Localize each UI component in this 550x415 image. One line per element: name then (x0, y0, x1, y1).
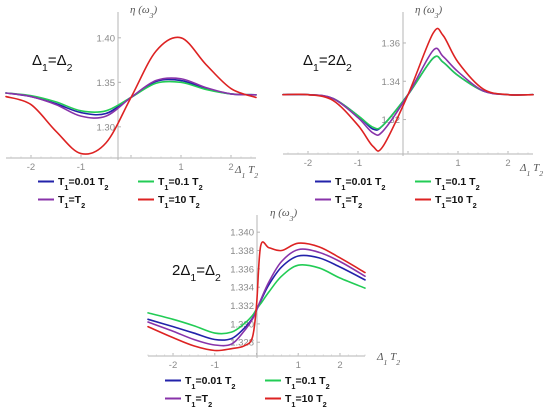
x-tick-label: -2 (169, 360, 177, 371)
x-tick-label: 2 (228, 162, 233, 173)
chart-panel-3: -2 -1 1 21.3281.3301.3321.3341.3361.3381.34… (147, 207, 400, 409)
legend-label-4: T1=10 T2 (158, 194, 200, 210)
y-tick-label: 1.328 (230, 338, 254, 349)
x-tick-label: -1 (77, 162, 85, 173)
legend-label-3: T1=T2 (335, 194, 362, 210)
x-axis-label: Δ1 T2 (234, 164, 258, 180)
y-tick-label: 1.338 (230, 246, 254, 257)
y-tick-label: 1.34 (382, 77, 401, 88)
legend-label-4: T1=10 T2 (435, 194, 477, 210)
legend: T1=0.01 T2 T1=0.1 T2 T1=T2 T1=10 T2 (315, 176, 480, 210)
legend-label-1: T1=0.01 T2 (185, 375, 236, 391)
y-tick-label: 1.35 (97, 78, 116, 89)
panel-label: 2Δ1=Δ2 (172, 262, 221, 284)
x-tick-label: -1 (354, 158, 362, 169)
y-tick-label: 1.36 (382, 38, 401, 49)
panel-label: Δ1=2Δ2 (303, 52, 352, 74)
legend-label-2: T1=0.1 T2 (285, 375, 330, 391)
legend-label-2: T1=0.1 T2 (435, 176, 480, 192)
x-tick-label: -2 (27, 162, 35, 173)
legend-label-3: T1=T2 (185, 393, 212, 409)
x-tick-label: 1 (178, 162, 183, 173)
legend: T1=0.01 T2 T1=0.1 T2 T1=T2 T1=10 T2 (165, 375, 330, 409)
series-line-4 (147, 241, 366, 352)
legend-label-3: T1=T2 (58, 194, 85, 210)
legend-label-2: T1=0.1 T2 (158, 176, 203, 192)
legend: T1=0.01 T2 T1=0.1 T2 T1=T2 T1=10 T2 (38, 176, 203, 210)
x-tick-label: 1 (455, 158, 460, 169)
panel-label: Δ1=Δ2 (32, 52, 73, 74)
x-tick-label: 2 (337, 360, 342, 371)
chart-panel-1: -2 -1 1 2 1.30 1.35 1.40 Δ1=Δ2 η (ω3) Δ1 T2 T1=0.0… (5, 4, 258, 210)
y-axis-label: η (ω3) (415, 4, 442, 20)
y-tick-label: 1.340 (230, 228, 254, 239)
y-axis-label: η (ω3) (130, 4, 157, 20)
y-tick-label: 1.336 (230, 264, 254, 275)
legend-label-1: T1=0.01 T2 (58, 176, 109, 192)
y-tick-label: 1.334 (230, 283, 254, 294)
y-axis-label: η (ω3) (270, 207, 297, 223)
y-tick-label: 1.30 (97, 122, 116, 133)
x-tick-label: -1 (211, 360, 219, 371)
y-tick-label: 1.40 (97, 33, 116, 44)
legend-label-1: T1=0.01 T2 (335, 176, 386, 192)
y-tick-label: 1.332 (230, 301, 254, 312)
x-axis-label: Δ1 T2 (519, 162, 543, 178)
series-line-4 (5, 36, 257, 155)
legend-label-4: T1=10 T2 (285, 393, 327, 409)
x-axis-label: Δ1 T2 (376, 351, 400, 367)
x-tick-label: 2 (505, 158, 510, 169)
series-line-4 (282, 27, 534, 152)
x-tick-label: -2 (304, 158, 312, 169)
x-tick-label: 1 (296, 360, 301, 371)
